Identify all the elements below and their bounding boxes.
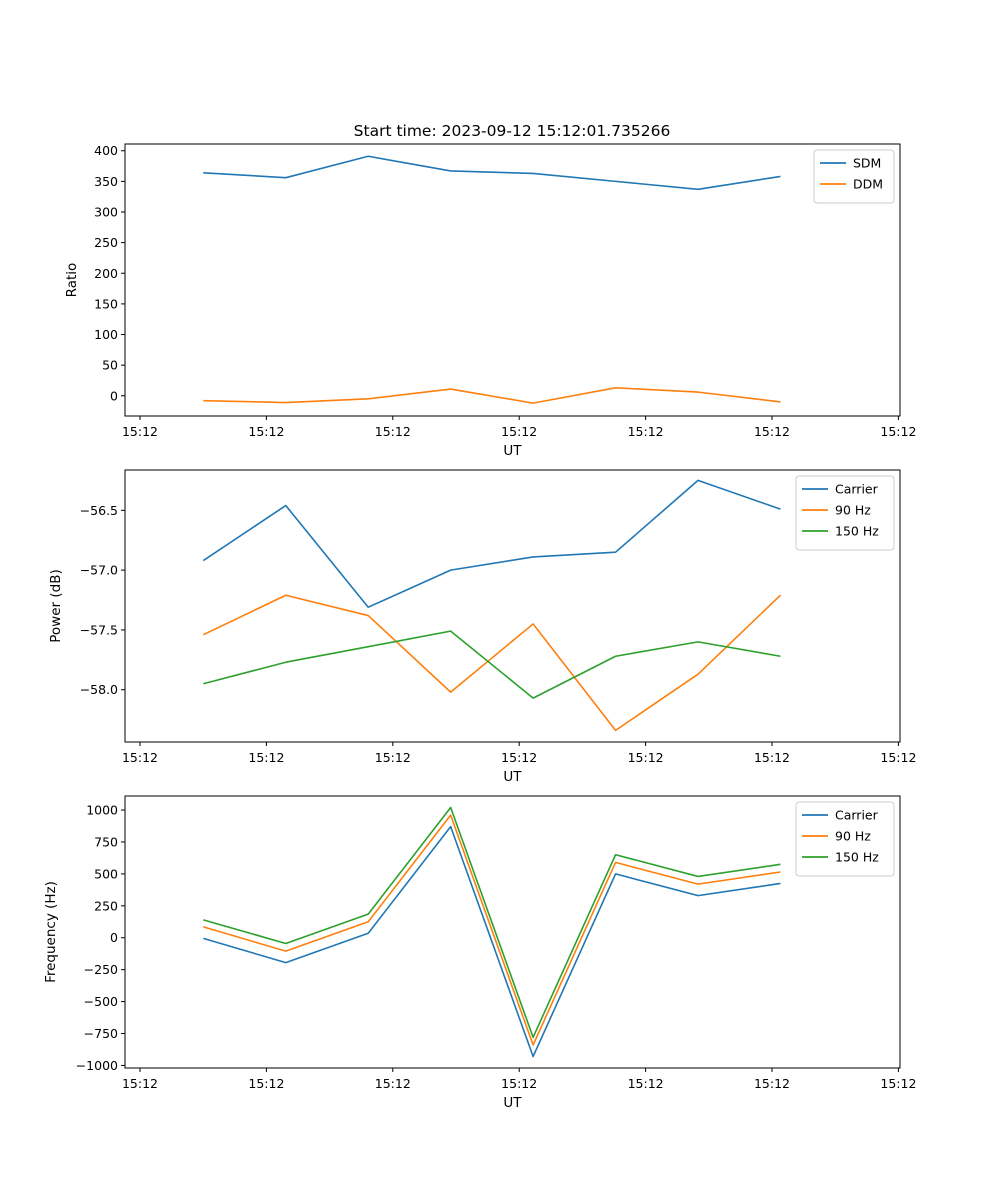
x-tick-label: 15:12: [501, 424, 537, 439]
y-tick-label: 250: [94, 235, 118, 250]
x-tick-label: 15:12: [880, 424, 916, 439]
legend: Carrier 90 Hz 150 Hz: [795, 475, 895, 551]
x-tick-label: 15:12: [375, 1076, 411, 1091]
legend: SDM DDM: [813, 149, 895, 204]
plot-frame: [124, 469, 901, 743]
x-tick-label: 15:12: [754, 750, 790, 765]
y-tick-label: −57.5: [80, 622, 118, 637]
y-tick-label: 500: [94, 866, 118, 881]
y-tick-label: 1000: [86, 803, 118, 818]
y-tick-label: 0: [110, 930, 118, 945]
chart-panels: 15:1215:1215:1215:1215:1215:1215:1215:13…: [43, 143, 916, 1111]
y-tick-label: 300: [94, 205, 118, 220]
x-axis-label: UT: [503, 443, 522, 459]
x-tick-label: 15:12: [248, 1076, 284, 1091]
series-line-ddm: [203, 387, 781, 404]
y-tick-label: −750: [84, 1026, 118, 1041]
y-tick-label: −500: [84, 994, 118, 1009]
y-tick-label: 0: [110, 388, 118, 403]
series-line-150-hz: [203, 806, 781, 1039]
x-tick-label: 15:12: [880, 750, 916, 765]
legend-label: 150 Hz: [835, 524, 879, 539]
chart-panel-1: 15:1215:1215:1215:1215:1215:1215:1215:13…: [64, 143, 916, 459]
x-tick-label: 15:12: [248, 424, 284, 439]
x-tick-label: 15:12: [122, 424, 158, 439]
x-tick-label: 15:12: [880, 1076, 916, 1091]
chart-panel-3: 15:1215:1215:1215:1215:1215:1215:1215:13…: [43, 795, 916, 1111]
x-tick-label: 15:12: [501, 750, 537, 765]
y-axis-label: Ratio: [64, 263, 80, 298]
legend: Carrier 90 Hz 150 Hz: [795, 801, 895, 877]
y-tick-label: 150: [94, 296, 118, 311]
x-tick-label: 15:12: [628, 750, 664, 765]
y-tick-label: 400: [94, 143, 118, 158]
series-line-carrier: [202, 479, 781, 609]
legend-label: Carrier: [835, 482, 879, 497]
x-tick-label: 15:12: [375, 424, 411, 439]
y-tick-label: 100: [94, 327, 118, 342]
series-line-90-hz: [202, 594, 782, 732]
y-tick-label: −57.0: [80, 563, 118, 578]
y-tick-label: −58.0: [80, 682, 118, 697]
figure-title: Start time: 2023-09-12 15:12:01.735266: [354, 122, 671, 140]
legend-label: SDM: [853, 156, 881, 171]
chart-panel-2: 15:1215:1215:1215:1215:1215:1215:1215:13…: [48, 469, 916, 785]
series-line-90-hz: [203, 814, 781, 1046]
x-tick-label: 15:12: [628, 424, 664, 439]
y-tick-label: −56.5: [80, 503, 118, 518]
y-tick-label: 200: [94, 266, 118, 281]
y-tick-label: −1000: [76, 1058, 118, 1073]
legend-label: 90 Hz: [835, 829, 871, 844]
x-tick-label: 15:12: [122, 750, 158, 765]
legend-label: DDM: [853, 177, 883, 192]
legend-label: Carrier: [835, 808, 879, 823]
plot-frame: [124, 795, 901, 1069]
plot-frame: [124, 143, 901, 417]
x-tick-label: 15:12: [248, 750, 284, 765]
legend-label: 90 Hz: [835, 503, 871, 518]
x-tick-label: 15:12: [501, 1076, 537, 1091]
series-line-carrier: [203, 825, 781, 1058]
y-tick-label: −250: [84, 962, 118, 977]
x-axis-label: UT: [503, 1095, 522, 1111]
series-line-sdm: [203, 155, 781, 191]
x-tick-label: 15:12: [375, 750, 411, 765]
y-axis-label: Frequency (Hz): [43, 881, 59, 983]
y-tick-label: 750: [94, 834, 118, 849]
x-axis-label: UT: [503, 769, 522, 785]
y-tick-label: 350: [94, 174, 118, 189]
x-tick-label: 15:12: [628, 1076, 664, 1091]
x-tick-label: 15:12: [754, 424, 790, 439]
y-axis-label: Power (dB): [48, 569, 64, 642]
y-tick-label: 250: [94, 898, 118, 913]
legend-label: 150 Hz: [835, 850, 879, 865]
x-tick-label: 15:12: [122, 1076, 158, 1091]
y-tick-label: 50: [102, 358, 118, 373]
series-line-150-hz: [203, 630, 781, 699]
x-tick-label: 15:12: [754, 1076, 790, 1091]
